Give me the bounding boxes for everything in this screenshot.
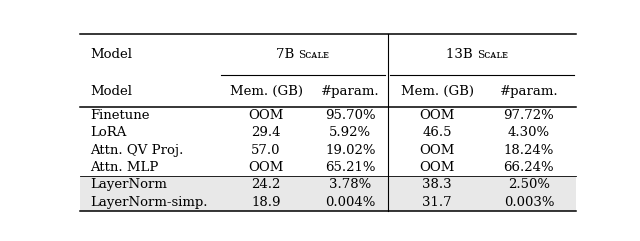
Text: Finetune: Finetune <box>90 109 149 122</box>
Text: #param.: #param. <box>321 85 380 98</box>
Bar <box>80 194 576 211</box>
Bar <box>80 176 576 194</box>
Text: Model: Model <box>90 85 132 98</box>
Text: Attn. MLP: Attn. MLP <box>90 161 158 174</box>
Text: 57.0: 57.0 <box>252 144 281 157</box>
Text: OOM: OOM <box>248 161 284 174</box>
Text: 3.78%: 3.78% <box>329 178 371 191</box>
Text: Mem. (GB): Mem. (GB) <box>230 85 303 98</box>
Text: 66.24%: 66.24% <box>504 161 554 174</box>
Text: 18.24%: 18.24% <box>504 144 554 157</box>
Text: Attn. QV Proj.: Attn. QV Proj. <box>90 144 183 157</box>
Text: 95.70%: 95.70% <box>325 109 376 122</box>
Text: 19.02%: 19.02% <box>325 144 376 157</box>
Text: Sᴄᴀʟᴇ: Sᴄᴀʟᴇ <box>298 50 329 60</box>
Text: 7B: 7B <box>276 48 298 61</box>
Text: 31.7: 31.7 <box>422 196 452 209</box>
Text: 24.2: 24.2 <box>252 178 281 191</box>
Text: #param.: #param. <box>500 85 558 98</box>
Text: 13B: 13B <box>446 48 477 61</box>
Text: 97.72%: 97.72% <box>504 109 554 122</box>
Text: 4.30%: 4.30% <box>508 126 550 139</box>
Text: 0.003%: 0.003% <box>504 196 554 209</box>
Text: 29.4: 29.4 <box>252 126 281 139</box>
Text: 46.5: 46.5 <box>422 126 452 139</box>
Text: OOM: OOM <box>419 161 455 174</box>
Text: Model: Model <box>90 48 132 61</box>
Text: 5.92%: 5.92% <box>329 126 371 139</box>
Text: LoRA: LoRA <box>90 126 126 139</box>
Text: OOM: OOM <box>419 109 455 122</box>
Text: LayerNorm: LayerNorm <box>90 178 167 191</box>
Text: 0.004%: 0.004% <box>325 196 376 209</box>
Text: OOM: OOM <box>248 109 284 122</box>
Text: Sᴄᴀʟᴇ: Sᴄᴀʟᴇ <box>477 50 508 60</box>
Text: 38.3: 38.3 <box>422 178 452 191</box>
Text: 65.21%: 65.21% <box>325 161 376 174</box>
Text: LayerNorm-simp.: LayerNorm-simp. <box>90 196 207 209</box>
Text: Mem. (GB): Mem. (GB) <box>401 85 474 98</box>
Text: 2.50%: 2.50% <box>508 178 550 191</box>
Text: OOM: OOM <box>419 144 455 157</box>
Text: 18.9: 18.9 <box>252 196 281 209</box>
